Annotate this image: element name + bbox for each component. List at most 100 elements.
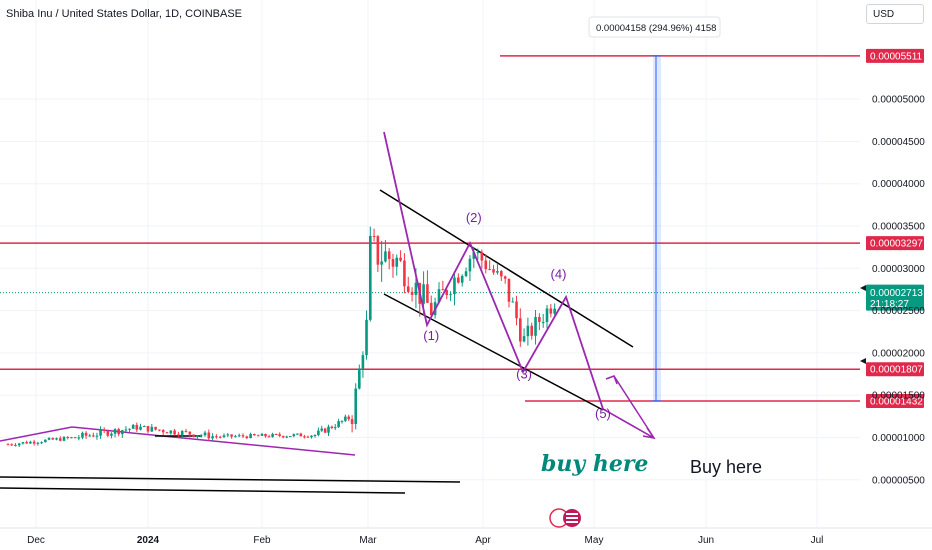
candle-body xyxy=(124,429,128,431)
candle-body xyxy=(180,431,184,436)
candle-body xyxy=(330,426,334,429)
price-level-tag-label: 0.00003297 xyxy=(870,239,923,250)
candle-body xyxy=(150,426,154,432)
candle-body xyxy=(192,434,195,437)
x-tick-label: Mar xyxy=(359,535,377,546)
candle-body xyxy=(58,438,62,441)
y-tick-label: 0.00004000 xyxy=(872,179,925,190)
candle-body xyxy=(387,251,391,259)
candle-body xyxy=(285,436,289,438)
channel-lower xyxy=(383,293,604,411)
candle-body xyxy=(350,419,354,424)
candle-body xyxy=(230,434,233,437)
candle-body xyxy=(135,424,139,430)
wave-label: (5) xyxy=(595,406,611,421)
candle-body xyxy=(457,277,460,283)
candle-body xyxy=(422,284,425,304)
candle-body xyxy=(142,425,146,427)
candle-body xyxy=(47,438,51,440)
candle-body xyxy=(365,319,368,356)
current-price-tag xyxy=(866,284,924,311)
candle-body xyxy=(522,336,526,342)
candle-body xyxy=(6,444,10,446)
candle-body xyxy=(99,429,102,436)
candle-body xyxy=(73,437,77,439)
candle-body xyxy=(376,236,380,265)
buy-here-annotation-green: buy here xyxy=(541,451,648,477)
candle-body xyxy=(184,431,188,433)
candle-body xyxy=(323,428,327,433)
candle-body xyxy=(222,435,226,437)
candle-body xyxy=(369,235,372,320)
price-axis[interactable]: 0.00000500 0.00001000 0.00001500 0.00002000… xyxy=(860,95,925,487)
candle-body xyxy=(62,437,66,441)
candle-body xyxy=(14,444,17,446)
candle-body xyxy=(95,435,99,437)
candle-body xyxy=(437,289,441,303)
candle-body xyxy=(464,271,468,276)
candle-body xyxy=(10,444,14,446)
candle-body xyxy=(507,278,511,302)
candle-body xyxy=(333,427,337,429)
y-tick-label: 0.00004500 xyxy=(872,137,925,148)
candle-body xyxy=(511,301,515,303)
x-tick-label: Jun xyxy=(698,535,714,546)
y-tick-label: 0.00002500 xyxy=(872,306,925,317)
chart-title: Shiba Inu / United States Dollar, 1D, CO… xyxy=(6,8,242,20)
candle-body xyxy=(154,426,157,430)
candle-body xyxy=(66,437,70,439)
candle-body xyxy=(449,294,452,296)
candle-body xyxy=(492,269,495,273)
price-level-tag-label: 0.00001432 xyxy=(870,396,923,407)
current-price-tag-label: 0.00002713 xyxy=(870,288,923,299)
candle-body xyxy=(361,355,365,369)
candle-body xyxy=(177,434,180,436)
candle-body xyxy=(526,325,530,337)
candle-body xyxy=(267,436,271,438)
x-tick-label: Apr xyxy=(475,535,491,546)
candle-body xyxy=(441,289,445,291)
candle-body xyxy=(317,430,320,436)
candle-body xyxy=(410,291,414,295)
wave-label: (2) xyxy=(466,210,482,225)
candle-body xyxy=(21,442,25,444)
candle-body xyxy=(299,433,303,437)
wave-label: (4) xyxy=(551,266,567,281)
candle-body xyxy=(207,432,211,439)
candle-body xyxy=(117,429,120,435)
price-level-tag-label: 0.00005511 xyxy=(870,51,923,62)
price-level-tag xyxy=(866,393,924,408)
x-tick-label: May xyxy=(585,535,604,546)
candle-body xyxy=(354,388,358,424)
candle-body xyxy=(306,436,310,438)
time-axis[interactable]: Dec 2024 Feb Mar Apr May Jun Jul xyxy=(0,527,932,546)
candle-body xyxy=(274,433,278,435)
candle-body xyxy=(51,438,55,440)
candle-body xyxy=(110,433,113,436)
candle-body xyxy=(518,318,522,342)
candle-body xyxy=(515,301,518,319)
candle-body xyxy=(260,433,264,436)
candle-body xyxy=(128,428,131,430)
candle-body xyxy=(77,437,81,439)
candle-body xyxy=(530,325,534,336)
candle-body xyxy=(403,260,406,287)
candle-body xyxy=(196,435,199,437)
price-level-tag-label: 0.00001807 xyxy=(870,365,923,376)
price-level-tag xyxy=(866,48,924,63)
candle-body xyxy=(165,432,169,434)
currency-selector[interactable]: USD xyxy=(866,4,924,24)
y-tick-label: 0.00003000 xyxy=(872,264,925,275)
candle-body xyxy=(296,433,299,435)
measure-range xyxy=(653,55,661,401)
candle-body xyxy=(271,433,274,437)
candle-body xyxy=(541,321,545,323)
candle-body xyxy=(40,442,43,444)
candle-body xyxy=(445,290,449,296)
candle-body xyxy=(146,425,150,432)
candle-body xyxy=(237,435,241,437)
candle-body xyxy=(249,434,252,439)
y-tick-label: 0.00005000 xyxy=(872,95,925,106)
candle-body xyxy=(106,430,110,436)
